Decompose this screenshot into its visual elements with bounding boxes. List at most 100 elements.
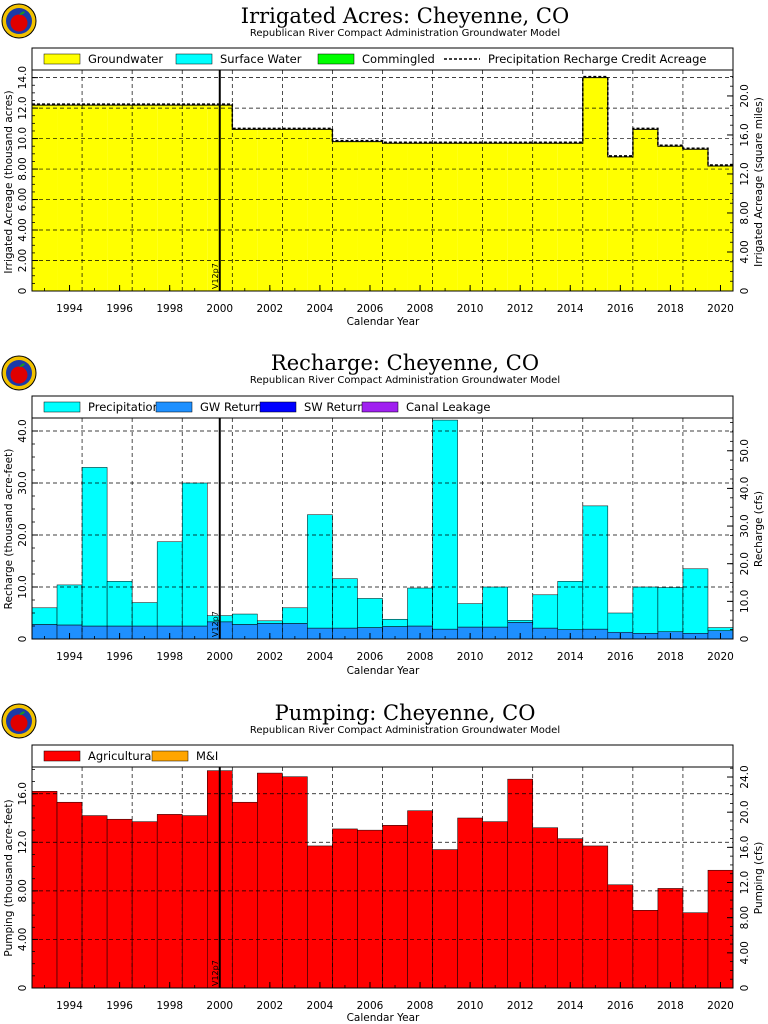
y-tick-label: 0 — [17, 288, 29, 295]
y-right-tick-label: 30.0 — [739, 514, 751, 537]
x-tick-label: 2014 — [557, 1000, 584, 1012]
bar-precipitation-2009 — [432, 419, 458, 630]
bar-groundwater-2006 — [357, 141, 383, 291]
bar-groundwater-2009 — [432, 143, 458, 291]
bar-precipitation-2003 — [282, 607, 308, 624]
x-tick-label: 2000 — [206, 651, 233, 663]
series-line-precipitation-recharge-credit-acreage — [32, 75, 733, 166]
bar-precipitation-2013 — [532, 594, 559, 629]
legend-swatch — [155, 401, 193, 413]
bar-groundwater-2004 — [307, 129, 333, 291]
legend-swatch — [151, 750, 189, 762]
y-axis-label-right: Recharge (cfs) — [753, 491, 765, 567]
bar-precipitation-2005 — [332, 578, 358, 629]
bar-groundwater-2005 — [332, 141, 358, 291]
chart-title: Pumping: Cheyenne, CO — [275, 701, 536, 725]
y-right-tick-label: 20.0 — [739, 84, 751, 107]
x-tick-label: 1994 — [56, 651, 83, 663]
bar-precipitation-1995 — [81, 467, 108, 627]
x-tick-label: 2004 — [307, 1000, 334, 1012]
y-axis-label-right: Pumping (cfs) — [753, 842, 765, 914]
bar-precipitation-2002 — [257, 620, 283, 624]
logo-1 — [1, 3, 37, 39]
bar-groundwater-1995 — [82, 105, 108, 291]
x-tick-label: 2018 — [657, 303, 684, 315]
y-right-tick-label: 12.0 — [739, 162, 751, 185]
y-tick-label: 20.0 — [17, 523, 29, 546]
y-axis-label: Pumping (thousand acre-feet) — [3, 799, 15, 956]
y-axis-right: 0 4.00 8.00 12.0 16.0 20.0 — [727, 76, 751, 294]
y-right-tick-label: 4.00 — [739, 941, 751, 964]
y-tick-label: 4.00 — [17, 928, 29, 951]
x-tick-label: 2018 — [657, 651, 684, 663]
legend-label: SW Returns — [304, 400, 370, 414]
bar-groundwater-2014 — [557, 143, 583, 291]
bar-agricultural-1999 — [181, 815, 208, 989]
bar-precipitation-2006 — [357, 598, 383, 628]
legend: Agricultural M&I — [31, 744, 734, 768]
y-tick-label: 0 — [17, 985, 29, 992]
x-tick-label: 2016 — [607, 651, 634, 663]
version-marker-label: V12p7 — [211, 960, 220, 986]
legend-swatch — [259, 401, 297, 413]
y-tick-label: 4.00 — [17, 218, 29, 241]
x-axis: 1994 1996 1998 2000 2002 2004 2006 2008 2010 2012… — [44, 982, 734, 1012]
bar-groundwater-1999 — [182, 105, 208, 291]
logo-leaf — [19, 711, 25, 715]
bar-groundwater-2001 — [232, 129, 258, 291]
bar-groundwater-1994 — [57, 105, 83, 291]
x-tick-label: 2008 — [407, 651, 434, 663]
legend-label: Groundwater — [88, 52, 163, 66]
y-axis-left: 0 4.00 8.00 12.0 16.0 — [17, 769, 38, 991]
chart-title: Recharge: Cheyenne, CO — [271, 351, 539, 375]
y-right-tick-label: 8.00 — [739, 201, 751, 224]
bar-precipitation-1999 — [181, 482, 208, 627]
bar-agricultural-2017 — [632, 910, 659, 989]
bar-groundwater-2011 — [482, 143, 508, 291]
y-tick-label: 14.0 — [17, 66, 29, 89]
logo-apple — [10, 366, 28, 384]
bar-agricultural-1996 — [106, 818, 133, 989]
bar-groundwater-2015 — [582, 77, 608, 291]
x-tick-label: 2018 — [657, 1000, 684, 1012]
bar-agricultural-2019 — [682, 912, 709, 989]
bar-agricultural-2013 — [532, 827, 559, 989]
bar-groundwater-2013 — [532, 143, 558, 291]
x-tick-label: 2008 — [407, 1000, 434, 1012]
x-tick-label: 2020 — [707, 1000, 734, 1012]
x-tick-label: 2004 — [307, 303, 334, 315]
y-tick-label: 6.00 — [17, 188, 29, 211]
y-tick-label: 12.0 — [17, 831, 29, 854]
bar-precipitation-2004 — [307, 514, 333, 629]
plot-area: V12p7 — [31, 766, 734, 989]
bar-precipitation-2016 — [607, 612, 634, 633]
logo-leaf — [19, 363, 25, 367]
x-axis-label: Calendar Year — [347, 1012, 420, 1024]
bar-precipitation-1998 — [156, 541, 183, 627]
bar-precipitation-2020 — [707, 627, 734, 631]
version-marker-label: V12p7 — [211, 611, 220, 637]
chart-3: Pumping: Cheyenne, CO Republican River C… — [1, 701, 765, 1024]
bar-groundwater-2008 — [407, 143, 433, 291]
legend-label: M&I — [196, 749, 218, 763]
legend-swatch — [317, 53, 355, 65]
chart-1: Irrigated Acres: Cheyenne, CO Republican… — [1, 3, 765, 328]
legend-label: Canal Leakage — [406, 400, 490, 414]
x-tick-label: 2006 — [357, 303, 384, 315]
bar-agricultural-1994 — [56, 801, 83, 989]
bar-groundwater-2003 — [282, 129, 308, 291]
bar-agricultural-2012 — [507, 778, 533, 989]
x-tick-label: 1994 — [56, 1000, 83, 1012]
y-tick-label: 2.00 — [17, 249, 29, 272]
bar-groundwater-2017 — [632, 129, 658, 291]
legend-swatch — [43, 750, 81, 762]
x-tick-label: 2006 — [357, 651, 384, 663]
x-axis: 1994 1996 1998 2000 2002 2004 2006 2008 2010 2012… — [44, 633, 734, 663]
y-right-tick-label: 0 — [739, 636, 751, 643]
logo-apple — [10, 714, 28, 732]
chart-subtitle: Republican River Compact Administration … — [250, 375, 560, 386]
y-right-tick-label: 10.0 — [739, 590, 751, 613]
y-tick-label: 10.0 — [17, 575, 29, 598]
y-right-tick-label: 4.00 — [739, 240, 751, 263]
y-right-tick-label: 20.0 — [739, 800, 751, 823]
